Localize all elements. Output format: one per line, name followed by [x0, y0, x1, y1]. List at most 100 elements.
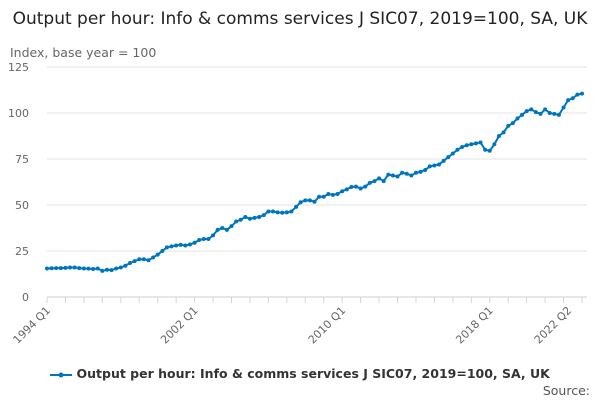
data-point	[413, 170, 418, 175]
data-point	[460, 145, 465, 150]
data-point	[386, 172, 391, 177]
data-point	[561, 105, 566, 110]
data-point	[506, 123, 511, 128]
data-point	[556, 112, 561, 117]
legend-label: Output per hour: Info & comms services J…	[76, 366, 550, 381]
data-point	[63, 265, 68, 270]
data-point	[284, 210, 289, 215]
data-point	[77, 266, 82, 271]
data-point	[575, 92, 580, 97]
data-point	[330, 192, 335, 197]
data-point	[496, 134, 501, 138]
data-point	[123, 263, 128, 268]
data-point	[257, 214, 262, 219]
data-point	[183, 243, 188, 248]
data-point	[566, 98, 571, 103]
data-point	[275, 210, 280, 215]
data-point	[552, 111, 557, 116]
data-point	[151, 255, 156, 260]
data-point	[141, 257, 146, 262]
data-point	[487, 148, 492, 153]
data-point	[501, 130, 506, 135]
data-point	[423, 168, 428, 173]
y-tick-label: 50	[15, 199, 29, 212]
data-point	[197, 237, 202, 242]
x-tick-label: 2022 Q2	[532, 304, 575, 347]
data-point	[81, 266, 86, 271]
data-point	[137, 257, 142, 262]
data-point	[45, 266, 49, 271]
data-point	[321, 194, 326, 199]
data-point	[441, 158, 446, 163]
data-point	[229, 224, 234, 229]
data-point	[72, 265, 77, 270]
data-point	[409, 173, 414, 178]
data-point	[478, 140, 483, 145]
data-point	[464, 143, 469, 148]
data-point	[86, 266, 91, 271]
data-point	[344, 187, 349, 192]
data-point	[340, 189, 345, 194]
data-point	[547, 111, 552, 115]
data-point	[400, 170, 405, 175]
data-point	[326, 191, 331, 196]
data-point	[432, 163, 437, 168]
data-point	[543, 107, 548, 112]
data-point	[455, 147, 460, 152]
data-point	[317, 194, 322, 199]
source-label: Source:	[542, 383, 590, 398]
data-point	[247, 216, 252, 221]
data-point	[510, 121, 515, 126]
data-point	[261, 213, 266, 218]
data-point	[390, 173, 395, 178]
data-point	[570, 96, 575, 101]
data-point	[224, 227, 229, 232]
legend-marker-icon	[50, 372, 73, 377]
data-point	[114, 266, 119, 271]
data-point	[58, 266, 63, 271]
legend[interactable]: Output per hour: Info & comms services J…	[0, 366, 600, 381]
data-point	[492, 142, 497, 147]
data-point	[404, 171, 409, 176]
data-point	[238, 217, 243, 222]
data-point	[312, 199, 317, 204]
data-point	[146, 258, 151, 263]
data-point	[211, 233, 216, 238]
data-point	[520, 112, 525, 117]
data-point	[270, 209, 275, 214]
data-point	[54, 266, 59, 271]
data-point	[294, 204, 299, 209]
data-point	[335, 191, 340, 196]
data-point	[243, 214, 248, 219]
data-point	[128, 260, 133, 265]
data-point	[289, 209, 294, 214]
x-tick-label: 1994 Q1	[11, 304, 54, 347]
data-point	[446, 155, 451, 160]
data-point	[524, 109, 529, 114]
data-point	[437, 162, 442, 167]
data-point	[118, 265, 123, 270]
y-tick-label: 100	[8, 107, 29, 120]
data-point	[109, 268, 114, 273]
data-point	[427, 164, 432, 169]
data-point	[206, 237, 211, 242]
data-point	[358, 186, 363, 191]
data-point	[192, 240, 197, 245]
y-tick-label: 0	[22, 291, 29, 304]
data-point	[215, 227, 220, 232]
data-point	[160, 249, 165, 253]
data-point	[533, 110, 538, 115]
data-point	[220, 226, 225, 230]
data-point	[169, 244, 174, 249]
data-point	[252, 215, 257, 220]
x-tick-label: 2002 Q1	[158, 304, 201, 347]
data-point	[381, 179, 386, 184]
data-point	[307, 198, 312, 203]
data-point	[178, 242, 183, 247]
data-point	[418, 169, 423, 174]
data-point	[132, 259, 137, 264]
data-point	[280, 210, 285, 215]
data-point	[538, 111, 543, 116]
data-point	[174, 243, 179, 248]
